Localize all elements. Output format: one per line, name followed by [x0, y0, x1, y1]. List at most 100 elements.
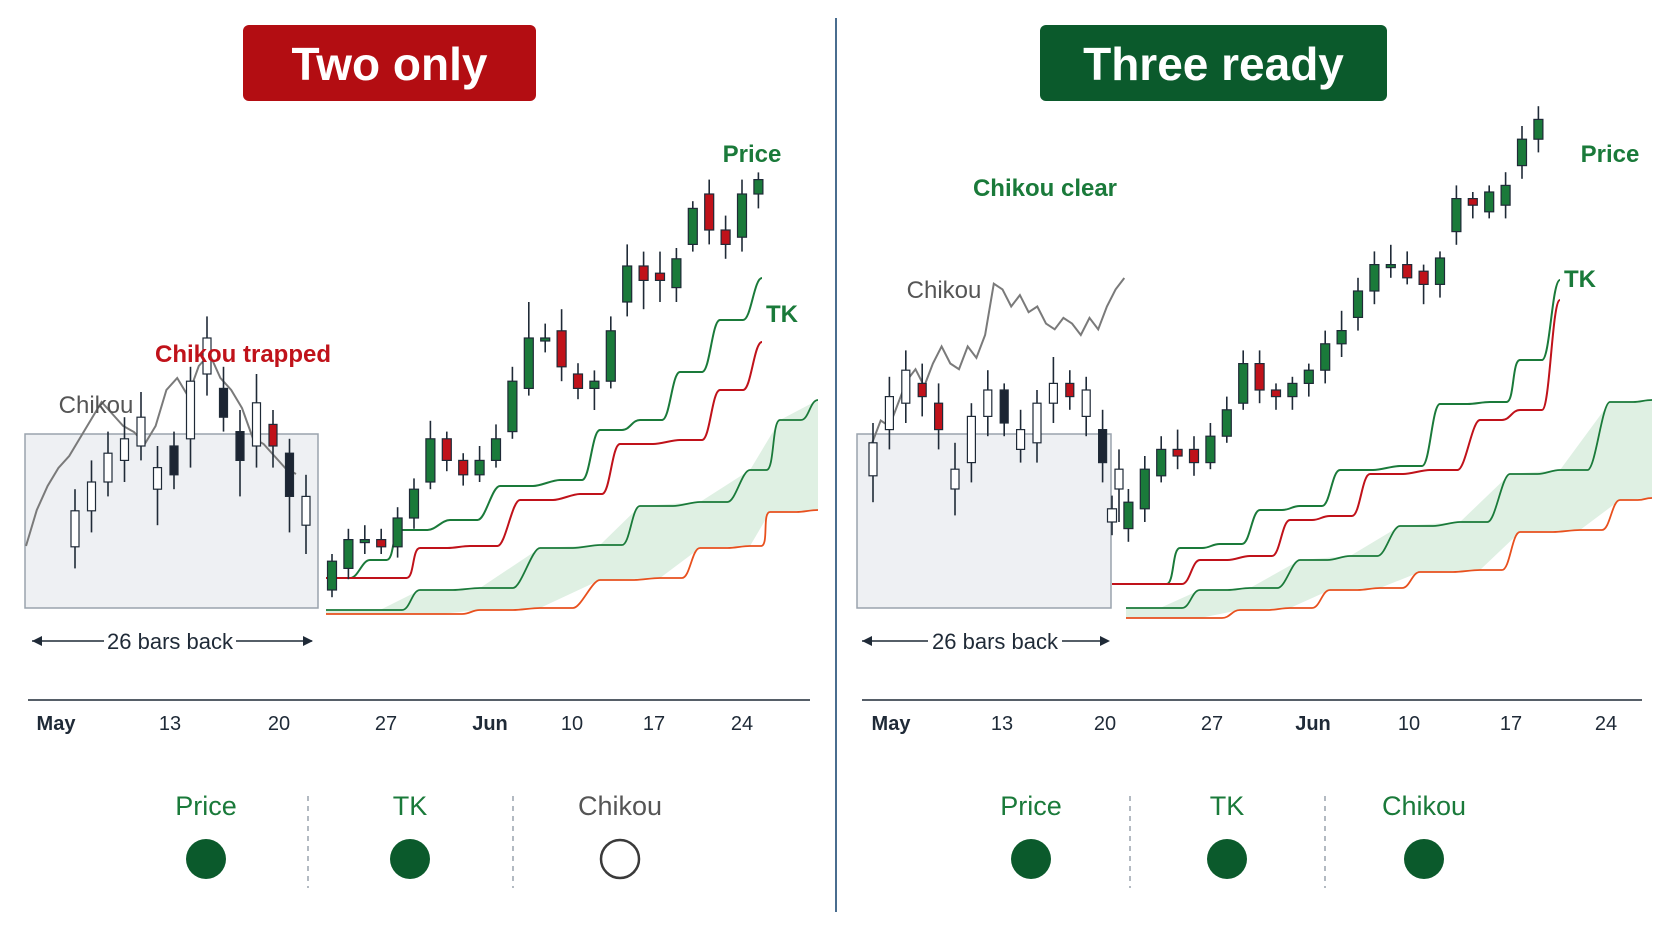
candle — [572, 373, 584, 389]
candle — [1352, 290, 1364, 318]
candle — [1402, 264, 1413, 279]
candle — [1139, 468, 1150, 510]
candle — [1156, 448, 1167, 477]
candle — [1418, 270, 1429, 286]
tk-label: TK — [766, 301, 799, 328]
status-row: Price TK Chikou — [1000, 791, 1466, 888]
candle — [343, 538, 354, 569]
x-tick-label: 20 — [1094, 713, 1116, 735]
candle — [119, 438, 130, 461]
lookback-label: 26 bars back — [932, 629, 1059, 654]
candle — [622, 265, 633, 303]
candle — [425, 438, 436, 483]
candle — [933, 402, 944, 431]
candle — [301, 495, 311, 526]
chikou-label: Chikou — [59, 392, 134, 419]
candle — [884, 396, 895, 431]
candle — [103, 452, 113, 483]
candle — [251, 402, 262, 447]
x-tick-label: 24 — [1595, 713, 1617, 735]
candle — [999, 389, 1009, 424]
title-badge — [243, 25, 536, 101]
candle — [284, 452, 295, 498]
status-label: Price — [1000, 791, 1062, 821]
candle — [917, 382, 927, 398]
candle — [1254, 363, 1265, 391]
panel-title: Two only — [292, 38, 488, 90]
lookback-arrow — [862, 636, 1110, 646]
candle — [202, 337, 212, 375]
candle — [687, 207, 698, 245]
candle — [638, 265, 649, 281]
candle — [704, 193, 715, 231]
x-tick-label: 27 — [1201, 713, 1223, 735]
candle — [1172, 448, 1183, 457]
candle — [1205, 435, 1216, 464]
tenkan-line — [1112, 279, 1561, 585]
kijun-line — [1112, 299, 1561, 585]
candle — [268, 423, 278, 447]
panel-three-ready: Three ready Price TK Chikou clear Chikou… — [856, 25, 1653, 888]
price-label: Price — [723, 141, 782, 168]
candle — [169, 445, 179, 476]
candle — [326, 560, 338, 591]
x-tick-label: 27 — [375, 713, 397, 735]
candle — [1238, 363, 1249, 404]
candle — [1081, 389, 1091, 417]
candle — [490, 438, 502, 461]
x-tick-label: 20 — [268, 713, 290, 735]
candle — [1048, 382, 1059, 404]
candle — [1287, 382, 1298, 398]
price-label: Price — [1581, 141, 1640, 168]
candle — [1369, 264, 1380, 292]
candle — [556, 330, 567, 368]
status-indicator-filled — [390, 839, 430, 879]
x-axis-ticks: May 13 20 27 Jun 10 17 24 — [37, 713, 754, 735]
candle — [540, 337, 551, 342]
senkou-a-line — [326, 399, 819, 611]
status-indicator-filled — [1011, 839, 1051, 879]
candle — [720, 229, 731, 245]
senkou-a-line — [1126, 399, 1653, 609]
lookback-label: 26 bars back — [107, 629, 234, 654]
candle — [1221, 409, 1232, 437]
candle — [1434, 257, 1446, 285]
candle — [901, 369, 911, 404]
candle — [1123, 501, 1134, 530]
candle — [736, 193, 748, 238]
status-label: TK — [393, 791, 428, 821]
status-label: Price — [175, 791, 237, 821]
candle — [1114, 468, 1124, 490]
panel-two-only: Two only Price TK Chikou trapped Chikou … — [24, 25, 819, 888]
candle — [523, 337, 534, 390]
x-tick-label: Jun — [472, 713, 508, 735]
chikou-line — [25, 352, 297, 547]
candle — [589, 380, 600, 390]
candle — [474, 459, 485, 476]
lookback-arrow — [32, 636, 313, 646]
kumo-cloud — [1126, 400, 1652, 618]
candle — [136, 416, 146, 447]
candle — [86, 481, 97, 512]
candle — [185, 380, 196, 440]
candle — [1015, 429, 1026, 451]
candle — [671, 258, 682, 289]
candle — [376, 538, 387, 548]
x-tick-label: May — [37, 713, 77, 735]
chikou-line — [871, 277, 1126, 444]
status-label: TK — [1210, 791, 1245, 821]
candle — [1385, 264, 1396, 269]
panel-title: Three ready — [1083, 38, 1344, 90]
x-axis-ticks: May 13 20 27 Jun 10 17 24 — [872, 713, 1618, 735]
candle — [983, 389, 993, 417]
candle — [1467, 198, 1478, 206]
candle — [1533, 118, 1544, 140]
candle — [1303, 369, 1314, 385]
status-indicator-filled — [1207, 839, 1247, 879]
candle — [218, 387, 229, 418]
candle — [152, 467, 163, 490]
candle — [408, 488, 420, 519]
x-tick-label: 10 — [1398, 713, 1420, 735]
candle — [1484, 191, 1495, 213]
